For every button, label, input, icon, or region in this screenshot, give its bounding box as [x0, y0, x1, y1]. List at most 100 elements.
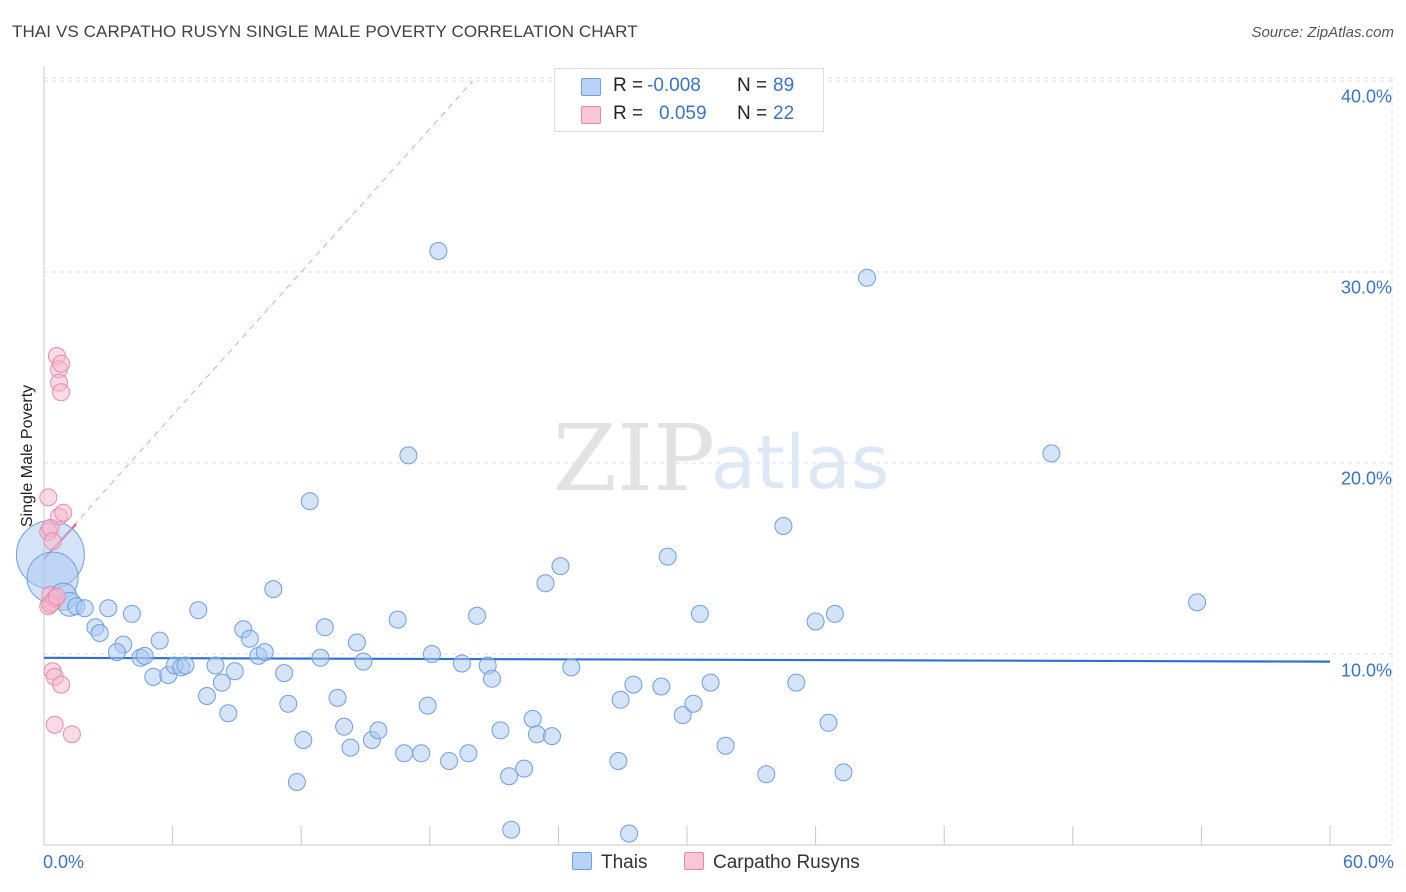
legend-thais-swatch [572, 852, 592, 870]
thais-data-point [658, 547, 677, 566]
thais-r-value: -0.008 [647, 75, 701, 96]
thais-data-point [212, 673, 231, 692]
thais-data-point [219, 704, 238, 723]
thais-data-point [75, 599, 94, 618]
rusyn-data-point [47, 587, 66, 606]
legend-item-thais[interactable]: Thais [572, 852, 647, 876]
thais-data-point [388, 610, 407, 629]
legend-rusyn-label: Carpatho Rusyns [713, 852, 860, 873]
axes [43, 66, 1392, 846]
x-tick-label-min: 0.0% [43, 852, 85, 872]
thais-n-value: 89 [773, 75, 795, 96]
thais-data-point [774, 517, 793, 535]
thais-data-point [502, 820, 521, 839]
thais-data-point [440, 752, 459, 770]
thais-data-point [144, 667, 163, 686]
thais-data-point [225, 662, 244, 681]
y-tick-label-30: 30.0% [1340, 277, 1392, 298]
rusyn-data-point [52, 675, 71, 694]
y-tick-label-20: 20.0% [1340, 468, 1392, 489]
legend-item-rusyn[interactable]: Carpatho Rusyns [684, 852, 860, 876]
thais-data-point [825, 604, 844, 623]
rusyn-points [39, 347, 81, 744]
thais-data-point [418, 696, 437, 715]
thais-data-point [369, 721, 388, 740]
y-tick-label-10: 10.0% [1340, 660, 1392, 681]
thais-data-point [483, 669, 501, 688]
watermark-atlas: atlas [711, 420, 890, 506]
thais-data-point [787, 673, 806, 692]
thais-data-point [150, 631, 169, 650]
thais-data-point [99, 599, 118, 618]
rusyn-n-value: 22 [773, 103, 795, 124]
thais-data-point [452, 654, 471, 673]
thais-data-point [176, 656, 195, 675]
thais-data-point [429, 242, 448, 260]
thais-data-point [197, 687, 216, 705]
thais-data-point [757, 765, 776, 784]
stats-row-rusyn: R = 0.059 N = 22 [555, 100, 823, 128]
x-tick-label-max: 60.0% [1342, 852, 1394, 872]
thais-data-point [716, 736, 735, 755]
thais-data-point [354, 652, 373, 671]
thais-r-label: R = [613, 75, 644, 96]
thais-data-point [491, 721, 510, 740]
source-credit: Source: ZipAtlas.com [1251, 24, 1394, 41]
correlation-stats-box: R = -0.008 N = 89 R = 0.059 N = 22 [554, 68, 824, 132]
rusyn-r-label: R = [613, 103, 644, 124]
y-tick-label-40: 40.0% [1340, 86, 1392, 107]
thais-data-point [701, 673, 720, 692]
thais-data-point [335, 717, 354, 736]
thais-data-point [652, 677, 671, 696]
thais-data-point [328, 688, 347, 707]
thais-data-point [611, 690, 630, 709]
thais-data-point [1188, 593, 1207, 612]
thais-points [15, 242, 1207, 843]
thais-data-point [500, 767, 519, 786]
thais-data-point [107, 643, 126, 662]
thais-data-point [287, 773, 306, 791]
thais-data-point [673, 706, 692, 725]
rusyn-swatch [581, 106, 601, 124]
thais-data-point [347, 633, 366, 652]
thais-data-point [684, 694, 703, 713]
thais-data-point [536, 574, 555, 593]
rusyn-r-value: 0.059 [659, 103, 707, 124]
legend-rusyn-swatch [684, 852, 704, 870]
rusyn-data-point [45, 715, 64, 734]
legend-thais-label: Thais [601, 852, 648, 873]
thais-swatch [581, 78, 601, 96]
stats-row-thais: R = -0.008 N = 89 [555, 72, 823, 100]
thais-data-point [135, 646, 154, 665]
thais-data-point [275, 664, 294, 683]
thais-data-point [412, 744, 431, 763]
chart-title: THAI VS CARPATHO RUSYN SINGLE MALE POVER… [12, 22, 638, 41]
thais-data-point [341, 738, 360, 757]
thais-data-point [806, 612, 825, 631]
y-axis-label: Single Male Poverty [19, 384, 36, 528]
thais-trend-line [43, 656, 1331, 663]
thais-data-point [311, 648, 330, 667]
thais-data-point [315, 618, 334, 637]
watermark: ZIP atlas [553, 405, 890, 512]
thais-data-point [399, 446, 418, 465]
rusyn-data-point [62, 725, 81, 744]
thais-data-point [422, 645, 441, 663]
thais-data-point [468, 606, 486, 625]
thais-data-point [395, 744, 414, 763]
thais-data-point [515, 759, 534, 778]
thais-data-point [819, 713, 838, 732]
rusyn-data-point [43, 532, 62, 551]
thais-data-point [528, 725, 546, 744]
rusyn-trend-extension [43, 80, 474, 559]
thais-data-point [255, 643, 274, 662]
thais-data-point [690, 604, 709, 623]
thais-data-point [300, 492, 319, 511]
thais-data-point [858, 268, 876, 287]
rusyn-data-point [52, 354, 71, 373]
rusyn-data-point [39, 488, 58, 507]
thais-data-point [206, 656, 225, 675]
trend-lines [43, 80, 1331, 663]
thais-data-point [624, 675, 643, 694]
thais-data-point [523, 709, 542, 728]
